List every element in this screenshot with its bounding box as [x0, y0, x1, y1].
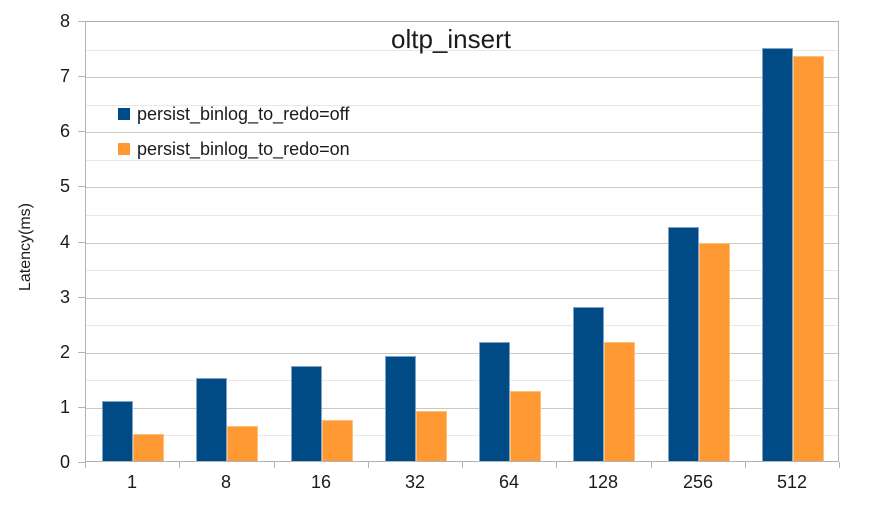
bar-off-128	[573, 307, 604, 461]
x-tick-label: 512	[776, 472, 808, 492]
y-axis-tick	[78, 186, 85, 187]
y-axis-tick	[78, 352, 85, 353]
major-gridline	[86, 298, 838, 299]
legend-item-on: persist_binlog_to_redo=on	[118, 138, 350, 160]
minor-gridline	[86, 50, 838, 51]
x-tick-label: 64	[498, 472, 520, 492]
y-axis-tick	[78, 297, 85, 298]
x-axis-tick	[839, 462, 840, 468]
x-tick-label: 32	[404, 472, 426, 492]
bar-on-8	[227, 426, 258, 461]
x-axis-tick	[556, 462, 557, 468]
bar-on-64	[510, 391, 541, 461]
y-tick-label: 0	[59, 452, 70, 472]
minor-gridline	[86, 160, 838, 161]
y-axis-tick	[78, 131, 85, 132]
y-axis-tick	[78, 21, 85, 22]
y-tick-label: 8	[59, 11, 70, 31]
bar-on-512	[793, 56, 824, 461]
y-tick-label: 1	[59, 397, 70, 417]
bar-off-8	[196, 378, 227, 461]
bar-on-256	[699, 243, 730, 461]
x-axis-tick	[85, 462, 86, 468]
y-tick-label: 7	[59, 66, 70, 86]
minor-gridline	[86, 270, 838, 271]
x-tick-label: 256	[682, 472, 714, 492]
major-gridline	[86, 353, 838, 354]
y-tick-label: 2	[59, 342, 70, 362]
y-axis-tick	[78, 76, 85, 77]
bar-on-1	[133, 434, 164, 461]
y-tick-label: 3	[59, 287, 70, 307]
major-gridline	[86, 187, 838, 188]
major-gridline	[86, 408, 838, 409]
x-axis-tick	[745, 462, 746, 468]
x-tick-label: 8	[220, 472, 231, 492]
y-axis-tick	[78, 462, 85, 463]
y-tick-label: 4	[59, 232, 70, 252]
minor-gridline	[86, 380, 838, 381]
bar-off-16	[291, 366, 322, 461]
x-axis-tick	[368, 462, 369, 468]
bar-off-256	[668, 227, 699, 461]
x-tick-label: 16	[310, 472, 332, 492]
major-gridline	[86, 243, 838, 244]
chart-title: oltp_insert	[391, 24, 511, 54]
legend-label: persist_binlog_to_redo=on	[137, 139, 350, 159]
bar-off-1	[102, 401, 133, 461]
x-axis-tick	[179, 462, 180, 468]
bar-on-32	[416, 411, 447, 461]
x-tick-label: 1	[126, 472, 137, 492]
legend-swatch-off-icon	[118, 108, 130, 120]
minor-gridline	[86, 325, 838, 326]
bar-on-16	[322, 420, 353, 461]
legend-swatch-on-icon	[118, 143, 130, 155]
major-gridline	[86, 132, 838, 133]
minor-gridline	[86, 215, 838, 216]
y-tick-label: 5	[59, 176, 70, 196]
plot-area: persist_binlog_to_redo=off persist_binlog…	[85, 21, 839, 462]
bar-off-512	[762, 48, 793, 461]
y-axis-tick	[78, 407, 85, 408]
x-axis-tick	[274, 462, 275, 468]
x-tick-label: 128	[587, 472, 619, 492]
minor-gridline	[86, 435, 838, 436]
major-gridline	[86, 77, 838, 78]
minor-gridline	[86, 105, 838, 106]
bar-off-64	[479, 342, 510, 461]
x-axis-tick	[651, 462, 652, 468]
legend-label: persist_binlog_to_redo=off	[137, 104, 350, 124]
y-axis-tick	[78, 242, 85, 243]
x-axis-tick	[462, 462, 463, 468]
legend-item-off: persist_binlog_to_redo=off	[118, 103, 349, 125]
bar-on-128	[604, 342, 635, 461]
y-tick-label: 6	[59, 121, 70, 141]
bar-off-32	[385, 356, 416, 461]
